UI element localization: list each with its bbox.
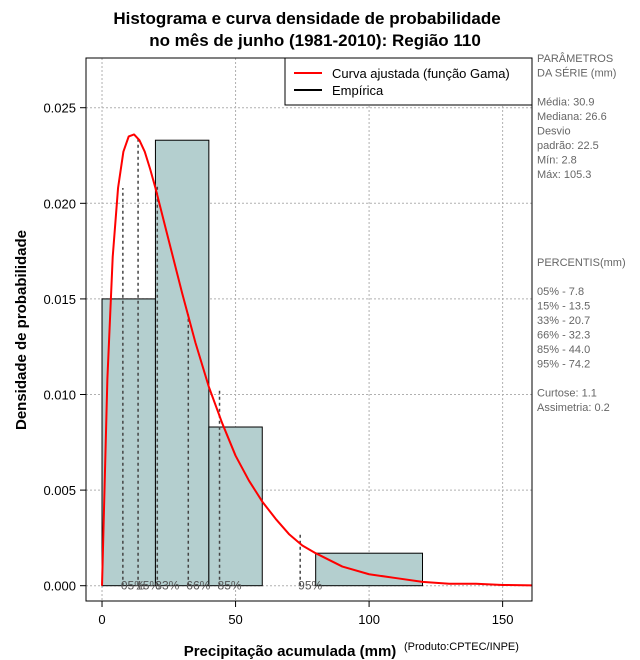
percentiles-panel-line: 15% - 13.5 <box>537 301 590 313</box>
y-axis-label: Densidade de probabilidade <box>13 230 30 430</box>
stats-panel-line: Máx: 105.3 <box>537 169 591 181</box>
percentiles-panel-line: Curtose: 1.1 <box>537 388 597 400</box>
stats-panel-line: Mediana: 26.6 <box>537 111 607 123</box>
histogram-bar <box>101 298 156 587</box>
percentile-marker-label: 85% <box>218 579 242 593</box>
legend: Curva ajustada (função Gama) Empírica <box>284 57 533 106</box>
x-tick-label: 100 <box>358 612 380 627</box>
percentile-markers: 05%15%33% 66% 85% 95% <box>121 138 323 593</box>
axes: 0 50 100 150 0.000 0.005 0.010 0.015 0.020 0.025 <box>43 101 513 627</box>
histogram-bar <box>154 139 210 587</box>
percentiles-panel-line: 95% - 74.2 <box>537 359 590 371</box>
stats-panel-line: PARÂMETROS <box>537 52 613 65</box>
chart-title-line-1: Histograma e curva densidade de probabil… <box>113 9 500 28</box>
percentile-marker-label: 66% <box>186 579 210 593</box>
product-credit: (Produto:CPTEC/INPE) <box>404 641 519 653</box>
x-axis-label: Precipitação acumulada (mm) <box>184 643 397 660</box>
percentile-marker-label: 95% <box>298 579 322 593</box>
stats-panel-line: Mín: 2.8 <box>537 155 577 167</box>
legend-label-curve: Curva ajustada (função Gama) <box>332 66 510 81</box>
percentiles-panel-line: 85% - 44.0 <box>537 344 590 356</box>
y-tick-label: 0.020 <box>43 196 76 211</box>
stats-panel-line: Média: 30.9 <box>537 97 594 109</box>
histogram-bars <box>101 139 424 587</box>
x-tick-label: 150 <box>492 612 514 627</box>
legend-label-empirical: Empírica <box>332 83 384 98</box>
fitted-curve-line <box>101 133 533 587</box>
percentiles-panel-line: PERCENTIS(mm) <box>537 257 626 269</box>
fitted-curve <box>101 133 533 587</box>
y-tick-label: 0.000 <box>43 579 76 594</box>
y-tick-label: 0.025 <box>43 101 76 116</box>
percentile-marker-label: 33% <box>155 579 179 593</box>
stats-panel-line: padrão: 22.5 <box>537 140 599 152</box>
x-tick-label: 50 <box>228 612 242 627</box>
stats-panel-line: Desvio <box>537 126 571 138</box>
histogram-bar <box>208 426 263 587</box>
percentile-marker-label: 15% <box>136 579 160 593</box>
legend-box <box>284 57 533 106</box>
percentiles-panel-line: 33% - 20.7 <box>537 315 590 327</box>
histogram-bar <box>315 552 424 587</box>
percentiles-panel-line: 05% - 7.8 <box>537 286 584 298</box>
y-tick-label: 0.015 <box>43 292 76 307</box>
y-tick-label: 0.005 <box>43 483 76 498</box>
percentiles-panel-line: Assimetria: 0.2 <box>537 402 610 414</box>
y-tick-label: 0.010 <box>43 388 76 403</box>
percentiles-panel-line: 66% - 32.3 <box>537 330 590 342</box>
x-tick-label: 0 <box>98 612 105 627</box>
stats-panel-line: DA SÉRIE (mm) <box>537 67 616 80</box>
percentile-marker-label: 05% <box>121 579 145 593</box>
series-parameters-panel: PARÂMETROS DA SÉRIE (mm) Média: 30.9 Media… <box>537 52 616 181</box>
percentiles-panel: PERCENTIS(mm) 05% - 7.8 15% - 13.5 33% - 20… <box>537 257 626 414</box>
chart-title-line-2: no mês de junho (1981-2010): Região 110 <box>149 31 481 50</box>
